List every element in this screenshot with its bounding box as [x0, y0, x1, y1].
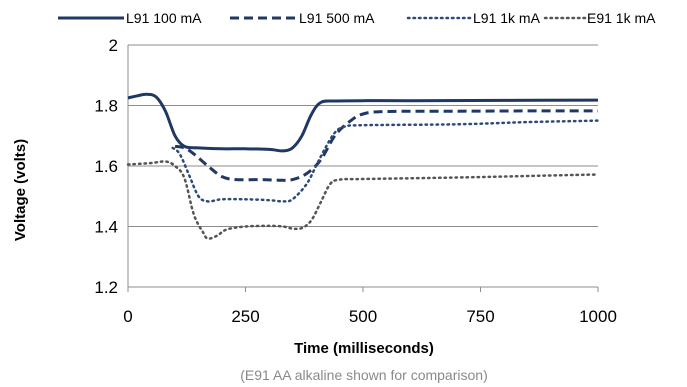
series-line-3 — [126, 160, 600, 240]
axes — [127, 45, 599, 292]
legend-label-3: E91 1k mA — [587, 10, 656, 26]
x-axis-title: Time (milliseconds) — [294, 340, 434, 357]
y-tick-label: 1.2 — [94, 278, 118, 297]
x-tick-label: 1000 — [579, 307, 617, 326]
y-axis-title: Voltage (volts) — [12, 139, 29, 241]
series-group — [126, 92, 600, 240]
legend-label-0: L91 100 mA — [126, 10, 202, 26]
y-tick-label: 2 — [109, 36, 118, 55]
legend-label-1: L91 500 mA — [299, 10, 375, 26]
x-tick-label: 0 — [123, 307, 132, 326]
series-line-0 — [127, 92, 599, 153]
y-tick-label: 1.6 — [94, 157, 118, 176]
y-tick-labels: 1.2 1.4 1.6 1.8 2 — [94, 36, 118, 297]
x-tick-label: 250 — [231, 307, 259, 326]
chart-caption: (E91 AA alkaline shown for comparison) — [240, 367, 487, 383]
y-tick-label: 1.8 — [94, 97, 118, 116]
x-tick-label: 500 — [349, 307, 377, 326]
series-line-2 — [171, 119, 600, 203]
x-tick-labels: 0 250 500 750 1000 — [123, 307, 617, 326]
legend: L91 100 mA L91 500 mA L91 1k mA E91 1k mA — [58, 10, 656, 26]
gridlines — [128, 44, 598, 288]
series-line-1 — [174, 109, 598, 182]
legend-label-2: L91 1k mA — [473, 10, 541, 26]
x-tick-label: 750 — [466, 307, 494, 326]
y-tick-label: 1.4 — [94, 218, 118, 237]
